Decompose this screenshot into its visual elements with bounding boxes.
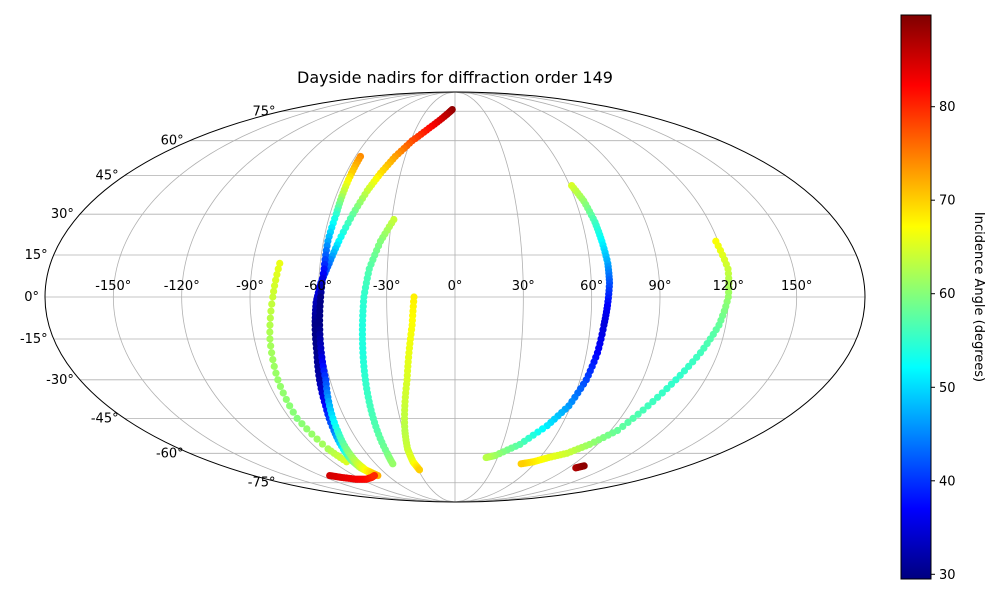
nadir-point [629, 414, 637, 422]
latitude-tick-label: 0° [24, 290, 39, 305]
nadir-point [270, 362, 278, 370]
nadir-point [274, 265, 282, 273]
latitude-tick-label: -45° [91, 411, 119, 426]
nadir-point [269, 356, 277, 364]
nadir-point [370, 471, 379, 480]
nadir-point [303, 425, 311, 433]
nadir-point [272, 276, 280, 284]
nadir-point [266, 314, 274, 322]
longitude-tick-label: 150° [781, 279, 812, 294]
nadir-point [270, 287, 278, 295]
nadir-point [289, 408, 297, 416]
latitude-tick-label: 60° [161, 134, 184, 149]
nadir-point [293, 414, 301, 422]
nadir-point [619, 422, 627, 431]
colorbar-tick-label: 40 [939, 474, 956, 489]
longitude-tick-label: 120° [713, 279, 744, 294]
nadir-point [268, 349, 276, 357]
longitude-tick-label: 90° [648, 279, 671, 294]
longitude-tick-labels: -150° -120° -90° -60° -30° 0° 30° 60° 90° 120° 150… [95, 279, 812, 294]
nadir-point [282, 395, 290, 404]
data-points [266, 105, 733, 483]
colorbar-tick-label: 70 [939, 194, 956, 209]
nadir-point [272, 369, 280, 377]
longitude-tick-label: -120° [164, 279, 200, 294]
nadir-point [663, 385, 671, 393]
nadir-point [276, 382, 285, 391]
colorbar-tick-label: 50 [939, 381, 956, 396]
nadir-point [667, 380, 676, 388]
nadir-point [654, 393, 662, 401]
longitude-tick-label: 30° [512, 279, 535, 294]
graticule-grid [45, 91, 865, 503]
nadir-point [624, 418, 632, 427]
nadir-point [266, 335, 274, 343]
nadir-point [286, 402, 294, 410]
nadir-point [634, 410, 642, 418]
projection-boundary [44, 91, 866, 503]
nadir-point [298, 420, 306, 428]
longitude-tick-label: -60° [304, 279, 332, 294]
nadir-point [389, 460, 397, 468]
latitude-tick-label: 30° [51, 207, 74, 222]
colorbar-tick-label: 80 [939, 100, 956, 115]
nadir-point [267, 342, 275, 350]
nadir-point [266, 321, 274, 329]
longitude-tick-label: 0° [448, 279, 463, 294]
colorbar-tick-label: 30 [939, 568, 956, 583]
nadir-point [482, 453, 490, 462]
nadir-point [649, 398, 657, 406]
latitude-tick-label: 45° [96, 169, 119, 184]
latitude-tick-label: -30° [46, 373, 74, 388]
nadir-point [517, 460, 525, 468]
nadir-point [672, 376, 680, 384]
latitude-tick-label: -60° [156, 446, 184, 461]
latitude-tick-label: -75° [248, 476, 276, 491]
nadir-point [267, 307, 275, 315]
nadir-point [415, 466, 424, 474]
latitude-tick-label: 75° [252, 104, 275, 119]
nadir-point [639, 406, 647, 414]
colorbar-ticks: 30 40 50 60 70 80 [931, 100, 956, 583]
longitude-tick-label: 60° [580, 279, 603, 294]
longitude-tick-label: -30° [373, 279, 401, 294]
map-boundary [44, 91, 866, 503]
latitude-tick-label: 15° [25, 248, 48, 263]
chart-title: Dayside nadirs for diffraction order 149 [297, 68, 613, 87]
nadir-point [268, 300, 276, 308]
latitude-tick-labels: -75° -60° -45° -30° -15° 0° 15° 30° 45° 60° 75° [20, 104, 276, 490]
nadir-point [580, 462, 588, 470]
colorbar-gradient [900, 14, 932, 580]
nadir-point [279, 389, 287, 397]
nadir-point [644, 402, 652, 410]
nadir-point [313, 435, 321, 443]
longitude-tick-label: -90° [236, 279, 264, 294]
latitude-tick-label: -15° [20, 332, 48, 347]
nadir-point [270, 282, 279, 290]
nadir-point [273, 270, 281, 279]
nadir-point [658, 389, 666, 397]
colorbar: 30 40 50 60 70 80 Incidence Angle (degrees) [900, 14, 986, 583]
nadir-point [274, 376, 282, 384]
nadir-point [269, 293, 277, 301]
nadir-point [676, 371, 684, 379]
nadir-point [276, 259, 284, 267]
colorbar-tick-label: 60 [939, 287, 956, 302]
nadir-point [308, 430, 316, 438]
colorbar-label: Incidence Angle (degrees) [971, 212, 986, 382]
nadir-point [318, 440, 327, 448]
nadir-point [266, 328, 274, 336]
nadir-point [680, 367, 689, 375]
longitude-tick-label: -150° [95, 279, 131, 294]
